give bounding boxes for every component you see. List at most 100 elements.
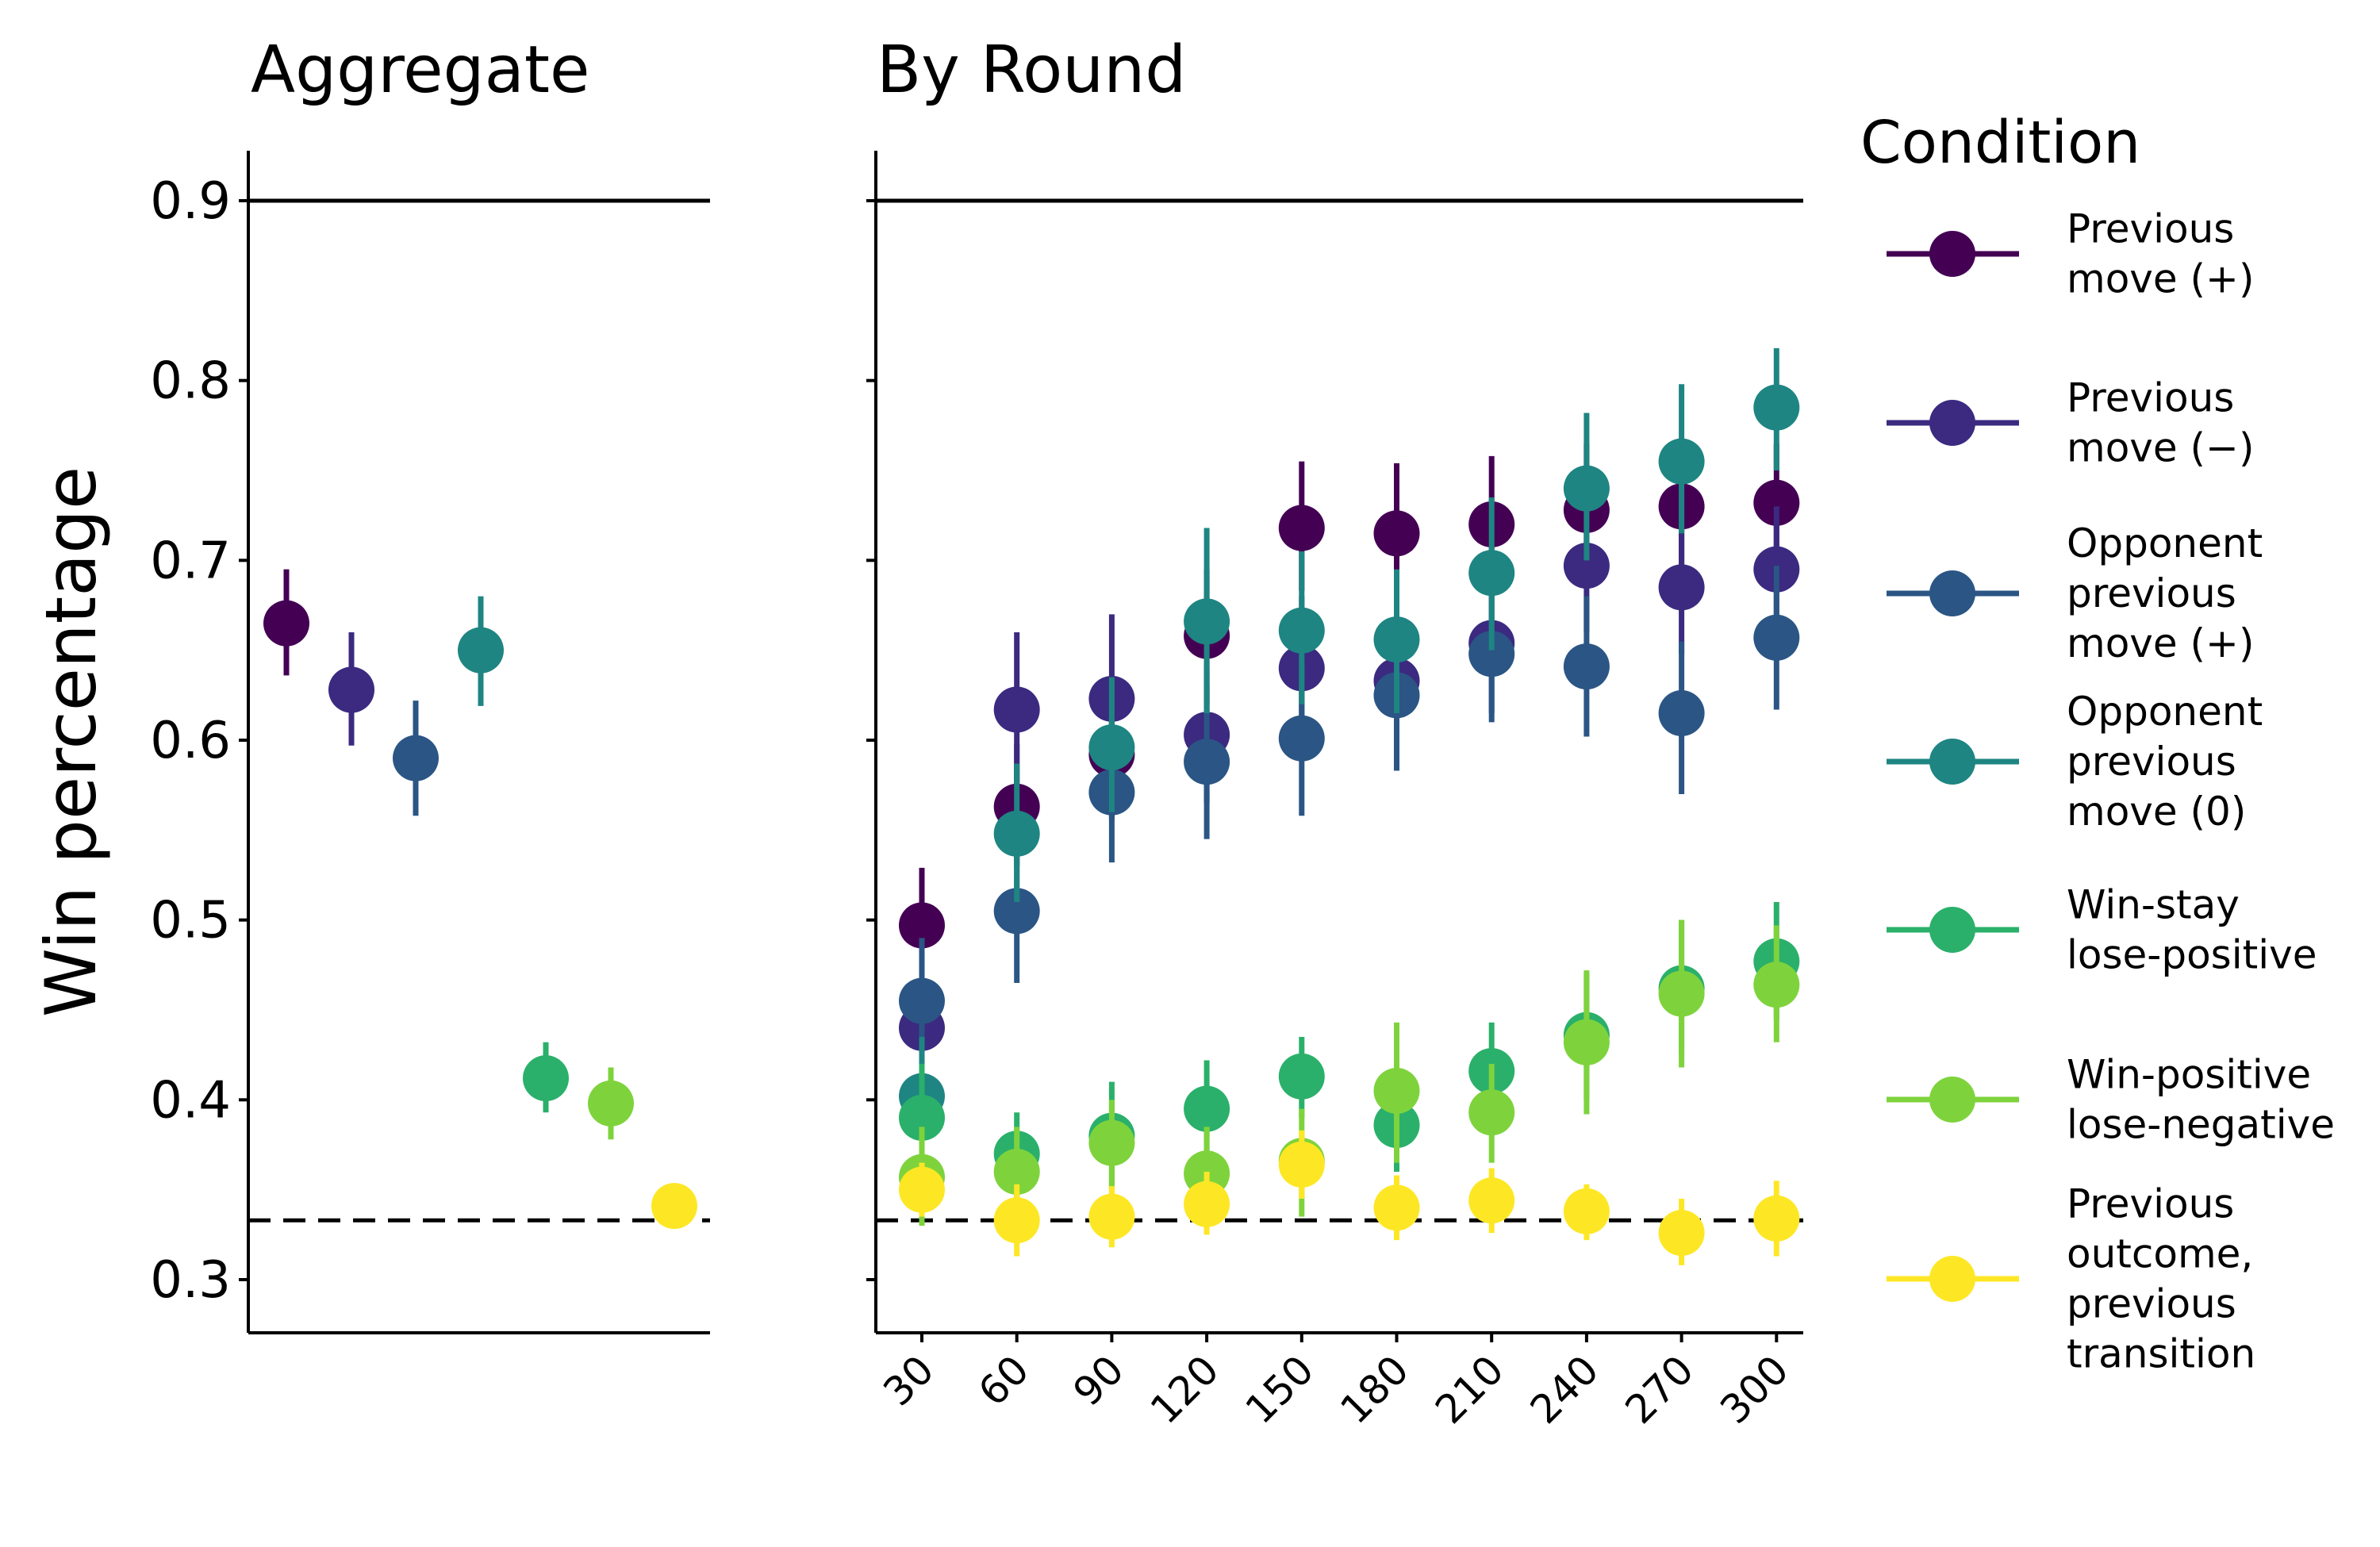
round-point bbox=[1088, 1119, 1135, 1166]
round-point bbox=[1658, 1210, 1705, 1257]
round-point bbox=[899, 1095, 945, 1141]
round-point bbox=[1184, 598, 1230, 645]
round-point bbox=[1278, 505, 1325, 551]
aggregate-point bbox=[328, 666, 374, 713]
round-point bbox=[899, 977, 945, 1024]
round-point bbox=[1278, 715, 1325, 762]
round-point bbox=[993, 810, 1040, 857]
aggregate-point bbox=[393, 735, 439, 781]
round-point bbox=[1184, 1085, 1230, 1132]
round-point bbox=[1373, 510, 1420, 557]
x-tick-label: 60 bbox=[969, 1346, 1038, 1415]
round-point bbox=[1563, 643, 1610, 690]
legend-label: Opponent bbox=[2067, 520, 2263, 566]
legend-label: move (+) bbox=[2067, 620, 2254, 666]
legend-label: lose-negative bbox=[2067, 1102, 2335, 1148]
round-point bbox=[1753, 1195, 1800, 1242]
aggregate-point bbox=[458, 627, 504, 674]
x-tick-label: 30 bbox=[874, 1346, 942, 1415]
panel-title-by-round: By Round bbox=[877, 33, 1186, 108]
aggregate-point bbox=[523, 1055, 569, 1102]
round-point bbox=[1468, 631, 1515, 678]
round-point bbox=[1563, 1019, 1610, 1065]
legend-label: move (0) bbox=[2067, 789, 2246, 835]
legend-label: previous bbox=[2067, 1281, 2236, 1327]
x-tick-label: 300 bbox=[1711, 1346, 1797, 1432]
round-point bbox=[1563, 465, 1610, 512]
legend-label: Opponent bbox=[2067, 689, 2263, 735]
legend-label: Win-positive bbox=[2067, 1052, 2311, 1098]
y-tick-label: 0.3 bbox=[150, 1251, 231, 1310]
y-tick-label: 0.5 bbox=[150, 892, 231, 950]
legend-key-point bbox=[1929, 231, 1975, 277]
y-tick-label: 0.7 bbox=[150, 532, 231, 590]
aggregate-point bbox=[651, 1183, 697, 1230]
round-point bbox=[1658, 690, 1705, 736]
round-point bbox=[993, 1149, 1040, 1195]
legend-label: Previous bbox=[2067, 206, 2234, 252]
round-point bbox=[1373, 1068, 1420, 1114]
round-point bbox=[1563, 1188, 1610, 1234]
legend-title: Condition bbox=[1860, 109, 2140, 177]
legend-label: move (+) bbox=[2067, 256, 2254, 302]
round-point bbox=[1658, 564, 1705, 611]
round-point bbox=[993, 888, 1040, 935]
round-point bbox=[1278, 1053, 1325, 1100]
round-point bbox=[1753, 384, 1800, 431]
round-point bbox=[1373, 1184, 1420, 1231]
round-point bbox=[1753, 962, 1800, 1008]
x-tick-label: 270 bbox=[1617, 1346, 1702, 1432]
x-tick-label: 240 bbox=[1522, 1346, 1607, 1432]
legend-label: move (−) bbox=[2067, 425, 2254, 471]
aggregate-point bbox=[263, 600, 309, 647]
x-tick-label: 150 bbox=[1237, 1346, 1322, 1432]
panel-title-aggregate: Aggregate bbox=[251, 33, 589, 108]
y-tick-label: 0.4 bbox=[150, 1071, 231, 1130]
legend-key-point bbox=[1929, 570, 1975, 616]
legend-label: lose-positive bbox=[2067, 932, 2317, 978]
y-tick-label: 0.9 bbox=[150, 172, 231, 231]
round-point bbox=[899, 902, 945, 949]
round-point bbox=[1184, 739, 1230, 785]
y-tick-label: 0.6 bbox=[150, 712, 231, 770]
y-tick-label: 0.8 bbox=[150, 352, 231, 411]
legend-label: Previous bbox=[2067, 1181, 2234, 1227]
legend-key-point bbox=[1929, 1077, 1975, 1123]
round-point bbox=[1658, 970, 1705, 1017]
legend-label: previous bbox=[2067, 570, 2236, 616]
round-point bbox=[1088, 724, 1135, 771]
round-point bbox=[1468, 1177, 1515, 1224]
legend-label: transition bbox=[2067, 1331, 2255, 1377]
round-point bbox=[993, 686, 1040, 733]
x-tick-label: 180 bbox=[1331, 1346, 1417, 1432]
aggregate-point bbox=[588, 1080, 634, 1127]
round-point bbox=[1563, 543, 1610, 589]
legend-key-point bbox=[1929, 1256, 1975, 1302]
legend-key-point bbox=[1929, 739, 1975, 785]
round-point bbox=[1278, 1141, 1325, 1188]
round-point bbox=[993, 1197, 1040, 1244]
legend-label: previous bbox=[2067, 739, 2236, 785]
x-tick-label: 210 bbox=[1426, 1346, 1512, 1432]
round-point bbox=[1468, 550, 1515, 597]
legend-label: Win-stay bbox=[2067, 882, 2240, 928]
round-point bbox=[1088, 1193, 1135, 1240]
x-tick-label: 90 bbox=[1065, 1346, 1133, 1415]
legend-key-point bbox=[1929, 907, 1975, 953]
plot-layer: 0.30.40.50.60.70.80.930 60 90 120 150 180 210 2… bbox=[150, 151, 1803, 1433]
y-axis-label: Win percentage bbox=[30, 466, 112, 1017]
legend-label: outcome, bbox=[2067, 1231, 2253, 1277]
round-point bbox=[1753, 614, 1800, 661]
round-point bbox=[1753, 479, 1800, 526]
round-point bbox=[1468, 1089, 1515, 1136]
x-tick-label: 120 bbox=[1142, 1346, 1227, 1432]
legend-key-point bbox=[1929, 400, 1975, 446]
legend-label: Previous bbox=[2067, 375, 2234, 421]
round-point bbox=[899, 1166, 945, 1213]
round-point bbox=[1658, 438, 1705, 485]
round-point bbox=[1278, 607, 1325, 654]
round-point bbox=[1373, 616, 1420, 663]
round-point bbox=[1184, 1180, 1230, 1227]
